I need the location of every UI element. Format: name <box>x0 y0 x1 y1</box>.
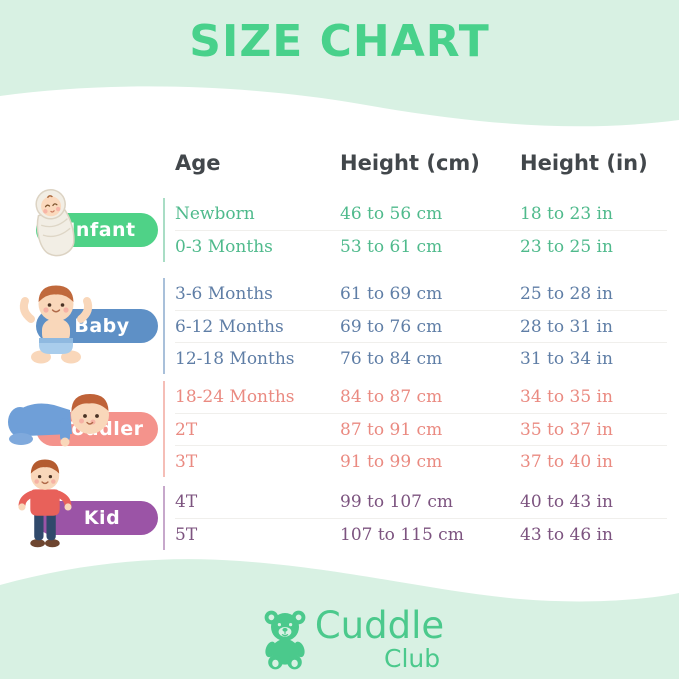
column-header-age: Age <box>175 151 221 175</box>
rows-kid: 4T 99 to 107 cm 40 to 43 in 5T 107 to 11… <box>163 486 667 550</box>
table-header-row: Age Height (cm) Height (in) <box>175 151 667 175</box>
table-row: 6-12 Months 69 to 76 cm 28 to 31 in <box>175 310 667 342</box>
table-row: Newborn 46 to 56 cm 18 to 23 in <box>175 198 667 230</box>
group-label-toddler: Toddler <box>0 381 163 477</box>
age-cell: 18-24 Months <box>175 387 295 407</box>
height-in-cell: 43 to 46 in <box>520 524 613 545</box>
rows-toddler: 18-24 Months 84 to 87 cm 34 to 35 in 2T … <box>163 381 667 477</box>
brand-logo: Cuddle Club <box>12 604 679 673</box>
bottom-wave-background <box>0 559 679 679</box>
age-cell: 3T <box>175 451 198 472</box>
swaddled-baby-illustration <box>35 189 75 257</box>
age-cell: Newborn <box>175 204 255 224</box>
height-in-cell: 25 to 28 in <box>520 284 613 304</box>
brand-name: Cuddle Club <box>314 604 445 673</box>
age-cell: 6-12 Months <box>175 316 284 337</box>
height-cm-cell: 84 to 87 cm <box>340 387 443 407</box>
column-header-height-in: Height (in) <box>520 151 648 175</box>
table-row: 2T 87 to 91 cm 35 to 37 in <box>175 413 667 445</box>
teddy-bear-icon <box>264 610 306 670</box>
age-cell: 3-6 Months <box>175 284 273 304</box>
height-cm-cell: 76 to 84 cm <box>340 348 443 369</box>
height-in-cell: 40 to 43 in <box>520 492 613 512</box>
group-baby: Baby 3-6 Months 61 to 69 cm <box>0 278 667 374</box>
rows-baby: 3-6 Months 61 to 69 cm 25 to 28 in 6-12 … <box>163 278 667 374</box>
brand-name-bottom: Club <box>384 643 441 673</box>
age-cell: 2T <box>175 419 198 440</box>
table-row: 3-6 Months 61 to 69 cm 25 to 28 in <box>175 278 667 310</box>
group-infant: Infant Newborn <box>0 189 667 262</box>
height-cm-cell: 87 to 91 cm <box>340 419 443 440</box>
height-cm-cell: 69 to 76 cm <box>340 316 443 337</box>
sitting-baby-illustration <box>19 285 93 364</box>
table-row: 0-3 Months 53 to 61 cm 23 to 25 in <box>175 230 667 262</box>
group-label-baby: Baby <box>0 278 163 374</box>
table-row: 12-18 Months 76 to 84 cm 31 to 34 in <box>175 342 667 374</box>
page-title: SIZE CHART <box>189 16 490 67</box>
height-in-cell: 28 to 31 in <box>520 316 613 337</box>
height-cm-cell: 99 to 107 cm <box>340 492 453 512</box>
rows-infant: Newborn 46 to 56 cm 18 to 23 in 0-3 Mont… <box>163 198 667 262</box>
height-in-cell: 34 to 35 in <box>520 387 613 407</box>
size-table: Infant Newborn <box>0 189 667 550</box>
crawling-toddler-illustration <box>8 394 109 447</box>
height-cm-cell: 61 to 69 cm <box>340 284 443 304</box>
age-cell: 0-3 Months <box>175 236 273 257</box>
height-in-cell: 23 to 25 in <box>520 236 613 257</box>
group-label-kid: Kid <box>0 459 163 550</box>
height-cm-cell: 107 to 115 cm <box>340 524 464 545</box>
height-in-cell: 37 to 40 in <box>520 451 613 472</box>
table-row: 18-24 Months 84 to 87 cm 34 to 35 in <box>175 381 667 413</box>
height-in-cell: 35 to 37 in <box>520 419 613 440</box>
group-kid: Kid 4T 99 <box>0 459 667 550</box>
brand-name-top: Cuddle <box>314 604 445 648</box>
height-cm-cell: 46 to 56 cm <box>340 204 443 224</box>
top-wave-background <box>0 0 679 127</box>
age-cell: 12-18 Months <box>175 348 295 369</box>
table-row: 5T 107 to 115 cm 43 to 46 in <box>175 518 667 550</box>
age-cell: 4T <box>175 492 198 512</box>
height-cm-cell: 91 to 99 cm <box>340 451 443 472</box>
table-row: 4T 99 to 107 cm 40 to 43 in <box>175 486 667 518</box>
group-toddler: Toddler 18-24 Months 84 to 87 cm 34 t <box>0 381 667 477</box>
table-row: 3T 91 to 99 cm 37 to 40 in <box>175 445 667 477</box>
column-header-height-cm: Height (cm) <box>340 151 480 175</box>
height-in-cell: 31 to 34 in <box>520 348 613 369</box>
height-cm-cell: 53 to 61 cm <box>340 236 443 257</box>
kid-pill-badge: Kid <box>36 501 158 535</box>
standing-kid-illustration <box>18 459 72 548</box>
age-cell: 5T <box>175 524 198 545</box>
height-in-cell: 18 to 23 in <box>520 204 613 224</box>
group-label-infant: Infant <box>0 189 163 262</box>
